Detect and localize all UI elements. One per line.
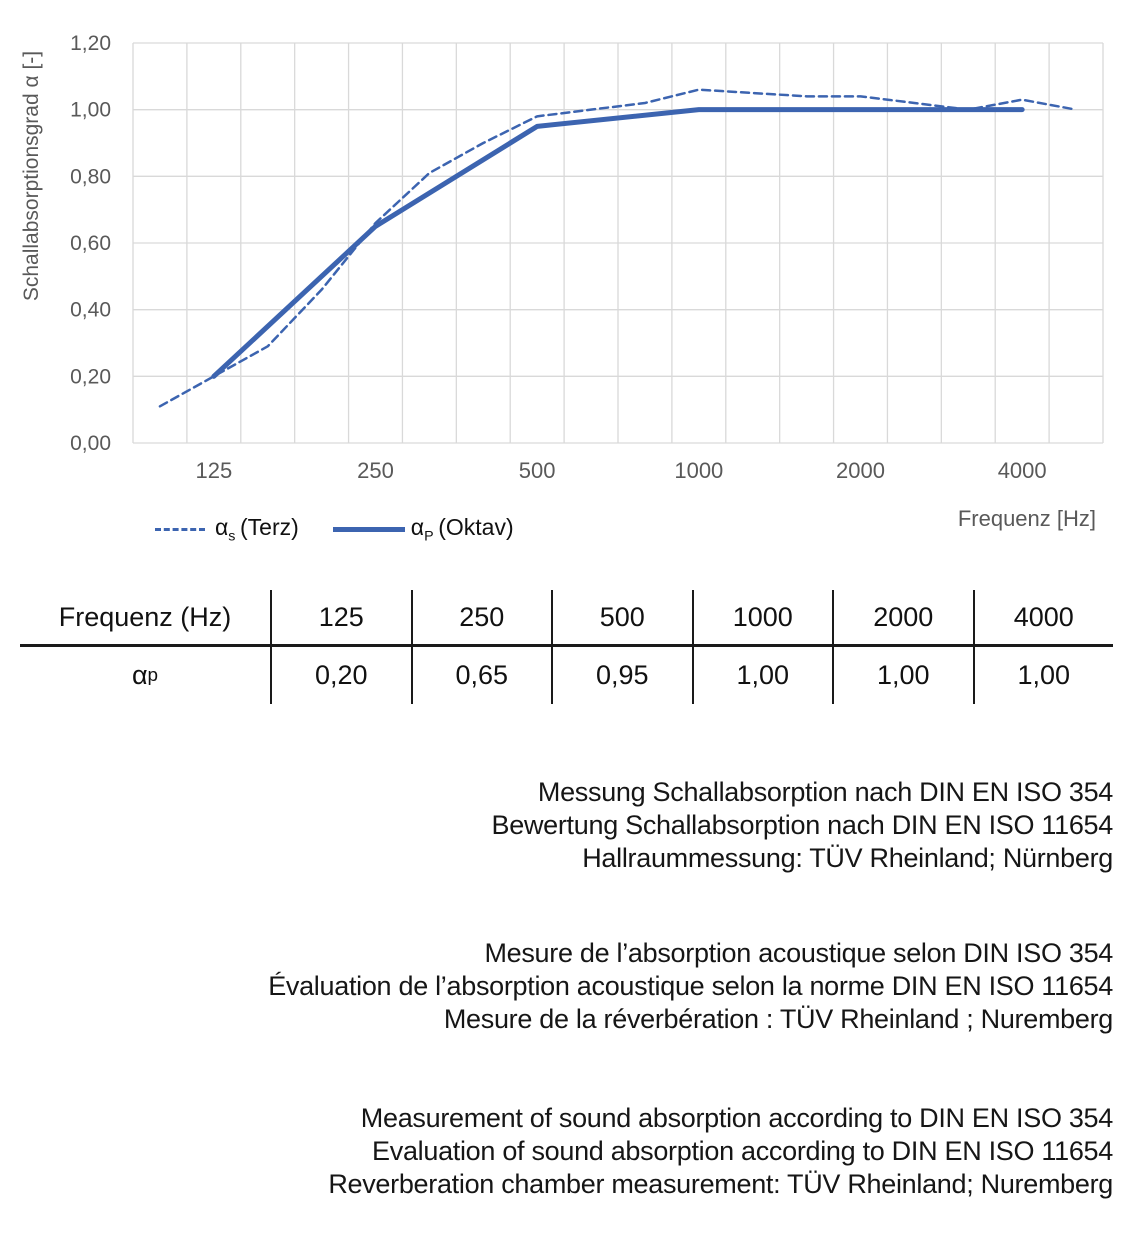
- y-tick-label: 0,40: [70, 299, 111, 322]
- legend-item-terz: αs (Terz): [155, 513, 299, 545]
- y-tick-label: 1,00: [70, 99, 111, 122]
- table-frequency-cell: 500: [551, 590, 692, 647]
- x-tick-label: 250: [357, 458, 394, 483]
- note-line: Reverberation chamber measurement: TÜV R…: [328, 1169, 1113, 1199]
- notes-french: Mesure de l’absorption acoustique selon …: [20, 937, 1113, 1036]
- table-alpha-value-cell: 0,65: [410, 647, 552, 704]
- note-line: Evaluation of sound absorption according…: [372, 1136, 1113, 1166]
- x-tick-label: 125: [195, 458, 232, 483]
- y-axis-title: Schallabsorptionsgrad α [-]: [20, 51, 43, 301]
- x-axis-title: Frequenz [Hz]: [958, 506, 1096, 531]
- x-tick-label: 2000: [836, 458, 885, 483]
- note-line: Measurement of sound absorption accordin…: [360, 1103, 1114, 1133]
- note-line: Messung Schallabsorption nach DIN EN ISO…: [537, 777, 1113, 807]
- series-line-terz: [158, 88, 1078, 408]
- x-tick-label: 4000: [998, 458, 1047, 483]
- y-tick-label: 0,80: [70, 165, 111, 188]
- solid-line-sample-icon: [332, 526, 405, 532]
- y-tick-label: 0,00: [70, 432, 111, 455]
- dashed-line-sample-icon: [155, 527, 205, 531]
- table-alpha-value-cell: 1,00: [691, 647, 833, 704]
- ap-table: Frequenz (Hz) 125 250 500 1000 2000 4000 α p 0,20…: [20, 590, 1113, 704]
- absorption-chart: 0,00 0,20 0,40 0,60 0,80 1,00 1,20 125 250 500 100…: [0, 0, 1135, 560]
- chart-legend: αs (Terz) αP (Oktav): [155, 514, 514, 544]
- note-line: Hallraummessung: TÜV Rheinland; Nürnberg: [582, 843, 1113, 873]
- table-alpha-value-cell: 1,00: [972, 647, 1114, 704]
- notes-german: Messung Schallabsorption nach DIN EN ISO…: [20, 776, 1114, 875]
- x-tick-label: 500: [519, 458, 556, 483]
- table-frequency-cell: 1000: [691, 590, 832, 647]
- legend-label-terz: αs (Terz): [215, 513, 299, 545]
- notes-english: Measurement of sound absorption accordin…: [20, 1102, 1113, 1201]
- table-alpha-value-cell: 1,00: [832, 647, 973, 704]
- table-header-frequenz: Frequenz (Hz): [20, 590, 270, 647]
- series-line-oktav: [211, 107, 1025, 379]
- table-frequency-cell: 4000: [972, 590, 1113, 647]
- y-tick-label: 0,20: [70, 365, 111, 388]
- y-tick-label: 0,60: [70, 232, 111, 255]
- note-line: Mesure de la réverbération : TÜV Rheinla…: [443, 1004, 1113, 1034]
- y-tick-label: 1,20: [70, 32, 111, 55]
- legend-item-oktav: αP (Oktav): [332, 513, 514, 545]
- table-frequency-cell: 125: [270, 590, 411, 647]
- legend-label-oktav: αP (Oktav): [410, 513, 514, 545]
- table-frequency-cell: 2000: [832, 590, 973, 647]
- table-alpha-value-cell: 0,20: [270, 647, 411, 704]
- table-alpha-value-cell: 0,95: [551, 647, 692, 704]
- x-tick-label: 1000: [674, 458, 723, 483]
- note-line: Mesure de l’absorption acoustique selon …: [484, 938, 1113, 968]
- absorption-chart-svg: 0,00 0,20 0,40 0,60 0,80 1,00 1,20 125 250 500 100…: [20, 32, 1104, 531]
- note-line: Évaluation de l’absorption acoustique se…: [268, 971, 1113, 1001]
- table-frequency-cell: 250: [410, 590, 551, 647]
- note-line: Bewertung Schallabsorption nach DIN EN I…: [491, 810, 1114, 840]
